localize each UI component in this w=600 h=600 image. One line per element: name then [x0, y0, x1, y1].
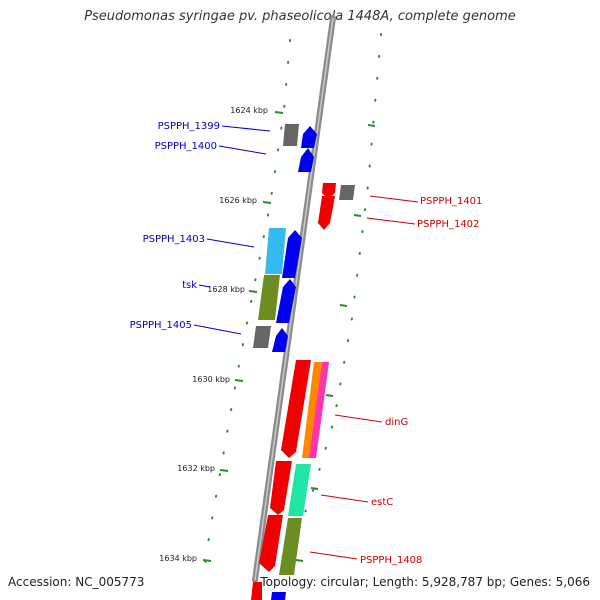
gene-block[interactable] — [265, 228, 286, 274]
label-leader — [369, 195, 419, 203]
kbp-tick-label: 1626 kbp — [219, 196, 257, 205]
kbp-tick-mark — [202, 559, 212, 562]
outer-ring-ticks — [295, 124, 376, 562]
gene-tsk-arrow[interactable] — [276, 279, 296, 323]
label-leader — [366, 217, 416, 225]
accession-text: Accession: NC_005773 — [8, 575, 145, 589]
kbp-axis: 1624 kbp 1626 kbp 1628 kbp 1630 kbp 1632… — [159, 106, 284, 563]
gene-PSPPH_1405-arrow[interactable] — [272, 328, 288, 352]
label-leader — [320, 494, 369, 503]
label-leader — [334, 414, 383, 423]
kbp-tick-mark — [219, 469, 229, 472]
label-leader — [221, 125, 271, 132]
label-leader — [198, 284, 211, 288]
gene-PSPPH_1403-arrow[interactable] — [282, 230, 302, 278]
gene-PSPPH_1400-arrow[interactable] — [298, 148, 314, 172]
gene-label[interactable]: PSPPH_1400 — [155, 141, 217, 152]
gene-label[interactable]: PSPPH_1403 — [143, 234, 205, 245]
gene-estC-block[interactable] — [288, 464, 311, 516]
kbp-tick-label: 1624 kbp — [230, 106, 268, 115]
gene-dinG-arrow[interactable] — [281, 360, 311, 458]
gene-PSPPH_1399-block[interactable] — [283, 124, 299, 146]
inner-dotted-ring — [203, 39, 291, 576]
gene-PSPPH_1399-arrow[interactable] — [301, 126, 317, 148]
forward-strand-genes — [251, 126, 355, 600]
reverse-strand-genes — [253, 124, 311, 572]
gene-label[interactable]: PSPPH_1399 — [158, 121, 220, 132]
label-leader — [193, 324, 242, 335]
gene-PSPPH_1402-arrow[interactable] — [318, 196, 335, 230]
genome-stats-text: Topology: circular; Length: 5,928,787 bp… — [260, 575, 590, 589]
kbp-tick-label: 1630 kbp — [192, 375, 230, 384]
gene-label[interactable]: estC — [371, 497, 393, 508]
gene-PSPPH_1408-arrow[interactable] — [259, 515, 283, 572]
kbp-tick-label: 1628 kbp — [207, 285, 245, 294]
gene-label[interactable]: dinG — [385, 417, 408, 428]
kbp-tick-mark — [262, 201, 272, 204]
gene-PSPPH_1401b-block[interactable] — [339, 185, 355, 200]
kbp-tick-mark — [248, 290, 258, 293]
gene-PSPPH_1401-arrow[interactable] — [322, 183, 336, 199]
gene-label[interactable]: PSPPH_1401 — [420, 196, 482, 207]
kbp-tick-mark — [234, 379, 244, 382]
gene-partial-red[interactable] — [251, 582, 262, 600]
gene-label[interactable]: tsk — [182, 280, 197, 291]
kbp-tick-label: 1634 kbp — [159, 554, 197, 563]
genome-title: Pseudomonas syringae pv. phaseolicola 14… — [84, 9, 516, 24]
kbp-tick-label: 1632 kbp — [177, 464, 215, 473]
gene-partial-blue[interactable] — [271, 592, 286, 600]
gene-label[interactable]: PSPPH_1408 — [360, 555, 422, 566]
gene-orange-block[interactable] — [302, 362, 322, 458]
genome-backbone-highlight — [254, 17, 334, 581]
gene-PSPPH_1405-block[interactable] — [253, 326, 271, 348]
left-gene-labels: PSPPH_1399 PSPPH_1400 PSPPH_1403 tsk PSP… — [130, 121, 271, 335]
gene-label[interactable]: PSPPH_1405 — [130, 320, 192, 331]
label-leader — [206, 238, 255, 248]
gene-pink-block[interactable] — [309, 362, 329, 458]
gene-tsk-block[interactable] — [258, 275, 280, 320]
label-leader — [309, 551, 358, 560]
right-gene-labels: PSPPH_1401 PSPPH_1402 dinG estC PSPPH_14… — [309, 195, 482, 566]
gene-arrow[interactable] — [270, 461, 292, 515]
gene-olive-block[interactable] — [279, 518, 302, 575]
gene-label[interactable]: PSPPH_1402 — [417, 219, 479, 230]
label-leader — [218, 145, 267, 155]
kbp-tick-mark — [274, 111, 284, 114]
